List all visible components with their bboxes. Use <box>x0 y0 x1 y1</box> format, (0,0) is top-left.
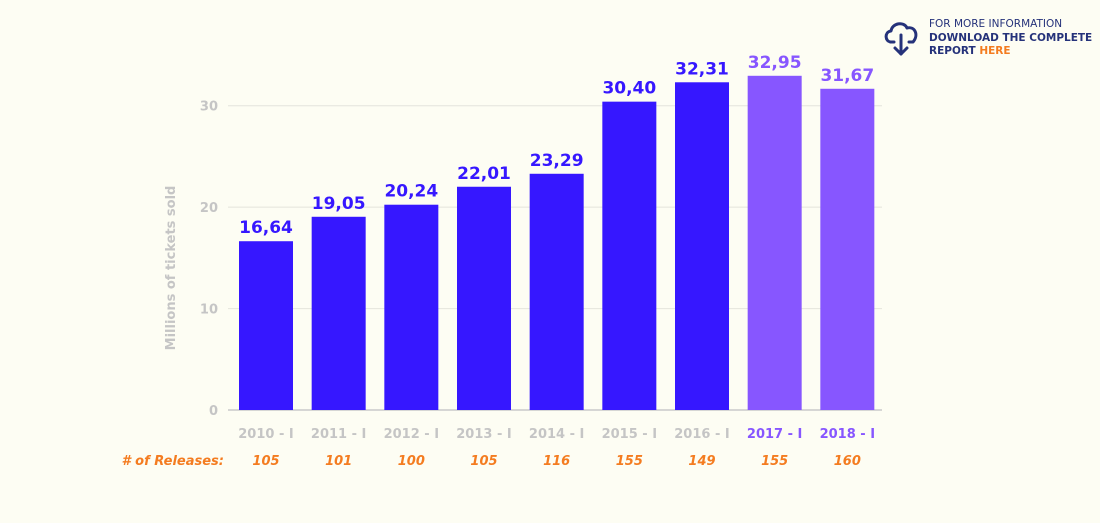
release-count: 116 <box>543 454 570 469</box>
release-count: 105 <box>470 454 497 469</box>
y-tick-label: 20 <box>200 201 218 216</box>
x-tick-label: 2018 - I <box>820 427 875 442</box>
bar <box>602 101 657 411</box>
bar <box>311 216 366 410</box>
release-count: 155 <box>761 454 788 469</box>
data-label: 30,40 <box>602 79 656 99</box>
bar <box>675 82 729 410</box>
x-tick-label: 2016 - I <box>674 427 729 442</box>
x-tick-label: 2013 - I <box>456 427 511 442</box>
data-label: 23,29 <box>530 151 584 171</box>
release-count: 160 <box>834 454 861 469</box>
bars <box>239 75 875 411</box>
y-ticks: 0 10 20 30 <box>200 100 218 419</box>
releases-label: # of Releases: <box>122 454 224 469</box>
release-count: 105 <box>252 454 279 469</box>
data-label: 32,31 <box>675 59 729 79</box>
release-count: 149 <box>688 454 715 469</box>
here-link[interactable]: HERE <box>979 45 1011 57</box>
x-tick-label: 2010 - I <box>238 427 293 442</box>
bar <box>529 173 584 410</box>
data-label: 16,64 <box>239 218 293 238</box>
release-count: 101 <box>325 454 352 469</box>
data-label: 31,67 <box>820 66 874 86</box>
cloud-download-icon <box>884 22 918 56</box>
data-label: 22,01 <box>457 164 511 184</box>
data-label: 32,95 <box>748 53 802 73</box>
info-line-3: REPORT HERE <box>929 45 1092 59</box>
x-tick-label: 2015 - I <box>602 427 657 442</box>
bar <box>384 204 439 410</box>
info-line-1: FOR MORE INFORMATION <box>929 18 1063 30</box>
x-ticks: 2010 - I 2011 - I 2012 - I 2013 - I 2014 - I… <box>238 427 875 442</box>
info-report-label: REPORT <box>929 45 976 57</box>
release-count: 155 <box>616 454 643 469</box>
data-label: 20,24 <box>384 182 438 202</box>
info-line-2: DOWNLOAD THE COMPLETE <box>929 31 1093 44</box>
x-tick-label: 2017 - I <box>747 427 802 442</box>
bar <box>747 75 802 411</box>
data-label: 19,05 <box>312 194 366 214</box>
info-text[interactable]: FOR MORE INFORMATION DOWNLOAD THE COMPLE… <box>929 18 1092 59</box>
y-tick-label: 10 <box>200 303 218 318</box>
data-labels: 16,64 19,05 20,24 22,01 23,29 30,40 32,31 32,95… <box>239 53 874 238</box>
bar <box>457 186 511 410</box>
x-tick-label: 2014 - I <box>529 427 584 442</box>
bar <box>820 88 875 411</box>
release-count: 100 <box>398 454 425 469</box>
y-tick-label: 30 <box>200 100 218 115</box>
x-tick-label: 2012 - I <box>384 427 439 442</box>
x-tick-label: 2011 - I <box>311 427 366 442</box>
y-tick-label: 0 <box>209 404 218 419</box>
download-report-link[interactable]: FOR MORE INFORMATION DOWNLOAD THE COMPLE… <box>882 18 1092 59</box>
bar <box>239 241 293 410</box>
releases-values: 105 101 100 105 116 155 149 155 160 <box>252 454 860 469</box>
y-axis-label: Millions of tickets sold <box>164 186 179 351</box>
